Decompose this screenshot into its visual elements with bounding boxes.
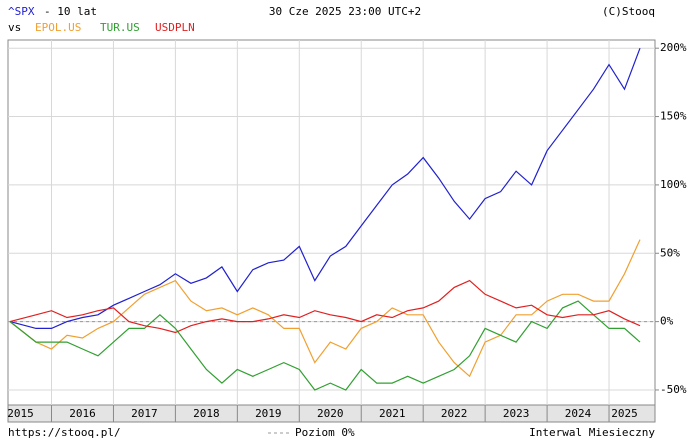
url: https://stooq.pl/: [8, 426, 121, 439]
legend-entry: EPOL.US: [35, 21, 81, 34]
x-tick-label: 2021: [379, 407, 406, 420]
y-tick-label: 50%: [660, 246, 680, 259]
reference-label: Poziom 0%: [295, 426, 355, 439]
y-tick-label: 150%: [660, 110, 687, 123]
year-strip: [7, 404, 656, 423]
main-symbol: ^SPX: [8, 5, 35, 18]
series-line: [9, 300, 641, 391]
copyright: (C)Stooq: [602, 5, 655, 18]
x-tick-label: 2015: [7, 407, 34, 420]
series-line: [9, 239, 641, 378]
vs-label: vs: [8, 21, 21, 34]
y-tick-label: 100%: [660, 178, 687, 191]
x-tick-label: 2018: [193, 407, 220, 420]
y-tick-label: 0%: [660, 315, 674, 328]
y-tick-label: -50%: [660, 383, 687, 396]
y-tick-label: 200%: [660, 41, 687, 54]
x-tick-label: 2019: [255, 407, 282, 420]
legend-entry: TUR.US: [100, 21, 140, 34]
period: - 10 lat: [44, 5, 97, 18]
series-line: [9, 279, 641, 334]
series-line: [9, 47, 641, 329]
interval: Interwal Miesieczny: [529, 426, 655, 439]
x-tick-label: 2023: [503, 407, 530, 420]
legend-entry: USDPLN: [155, 21, 195, 34]
x-tick-label: 2024: [565, 407, 592, 420]
x-tick-label: 2016: [69, 407, 96, 420]
x-tick-label: 2020: [317, 407, 344, 420]
date: 30 Cze 2025 23:00 UTC+2: [269, 5, 421, 18]
x-tick-label: 2022: [441, 407, 468, 420]
x-tick-label: 2025: [611, 407, 638, 420]
x-tick-label: 2017: [131, 407, 158, 420]
